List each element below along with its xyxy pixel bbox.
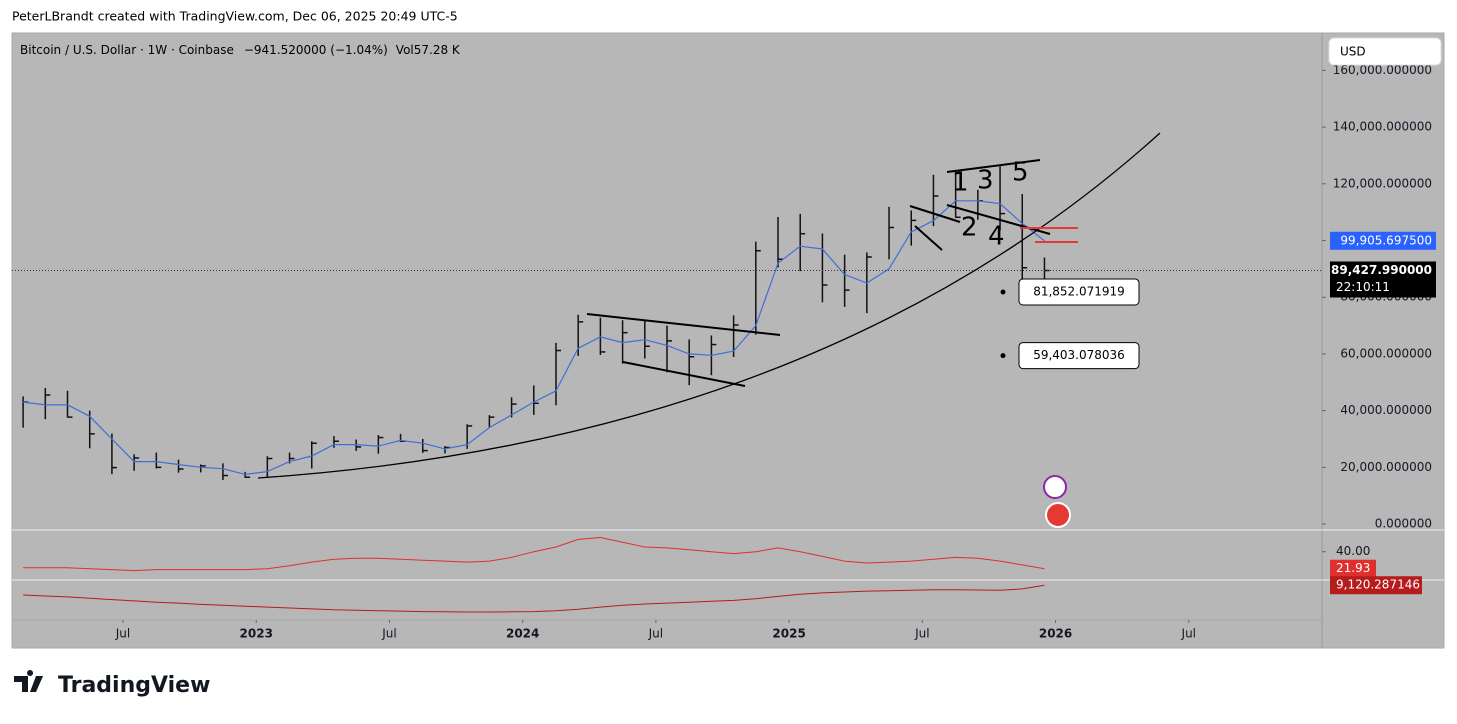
change: −941.520000 (−1.04%) [244,43,388,57]
volume: 57.28 K [414,43,461,57]
header: PeterLBrandt created with TradingView.co… [12,9,458,24]
annotation: 3 [977,166,994,196]
x-tick-label: Jul [914,627,929,641]
chart-frame [11,32,1445,649]
indicator-label: 9,120.287146 [1336,578,1420,592]
moving-average [23,200,1045,476]
y-tick-label: 60,000.000000 [1340,346,1432,360]
trend-line [914,225,943,251]
parabolic-curve [257,132,1161,479]
logo-mark [14,670,43,692]
y-tick-label: 20,000.000000 [1340,460,1432,474]
ma-price-box [1330,231,1436,250]
plot: Jul 2023 Jul 2024 Jul 2025 Jul 2026 Jul 81,852.07… [12,166,1322,641]
price-label-box [1018,342,1140,370]
price-dot [1000,353,1006,359]
y-tick-label: 160,000.000000 [1333,63,1432,77]
trend-line [586,313,781,336]
annotation: 4 [988,222,1005,252]
currency[interactable]: USD [1340,45,1366,59]
annotations: 1 3 5 2 4 [952,158,1029,252]
x-tick-label: Jul [1181,627,1196,641]
indicator-box [1330,559,1376,578]
last-price-box [1330,261,1436,298]
price-label-box [1018,278,1140,306]
indicator-line [23,536,1045,572]
event-icon[interactable] [1043,475,1067,499]
indicator-box [1330,576,1422,595]
x-tick-label: 2025 [772,627,805,641]
x-tick-label: 2026 [1039,627,1072,641]
indicator-line [23,584,1045,613]
trend-line [909,205,961,223]
trend-line [946,159,1041,173]
y-tick-label: 40.00 [1336,544,1370,558]
logo: TradingView [14,670,210,698]
countdown: 22:10:11 [1336,280,1390,294]
y-tick-label: 140,000.000000 [1333,120,1432,134]
legend: Bitcoin / U.S. Dollar · 1W · Coinbase −94… [20,43,461,57]
y-tick-label: 0.000000 [1375,517,1432,531]
x-tick-label: 2024 [506,627,539,641]
x-tick-label: Jul [115,627,130,641]
event-icon[interactable] [1045,502,1071,528]
symbol: Bitcoin / U.S. Dollar · 1W · Coinbase [20,43,234,57]
price-axis: 0.000000 20,000.000000 40,000.000000 60,000… [1322,63,1436,595]
volume-label: Vol [396,43,414,57]
trend-line [622,361,746,387]
y-tick-label: 40,000.000000 [1340,403,1432,417]
last-price-label: 89,427.990000 [1331,263,1432,277]
trend-line [946,204,1051,235]
logo-text: TradingView [58,673,210,698]
annotation: 5 [1012,158,1029,188]
x-tick-label: 2023 [240,627,273,641]
y-tick-label: 120,000.000000 [1333,176,1432,190]
drawings [257,132,1161,479]
annotation: 1 [952,168,969,198]
annotation: 2 [961,213,978,243]
price-label: 59,403.078036 [1033,348,1125,362]
price-label: 81,852.071919 [1033,284,1125,298]
x-tick-label: Jul [648,627,663,641]
x-tick-label: Jul [381,627,396,641]
currency-button[interactable] [1328,37,1442,66]
indicator-label: 21.93 [1336,561,1370,575]
price-dot [1000,289,1006,295]
ma-price-label: 99,905.697500 [1340,233,1432,247]
